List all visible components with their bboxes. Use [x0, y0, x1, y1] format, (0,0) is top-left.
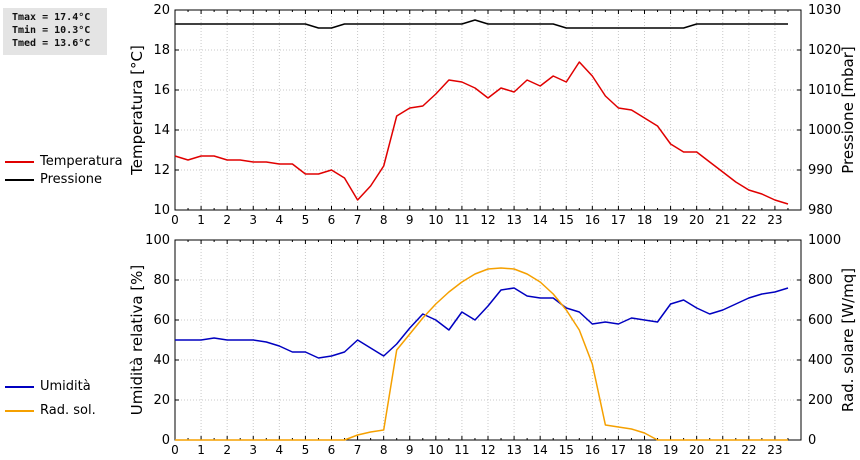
bottom-x-tick-label: 19	[663, 443, 678, 457]
stats-box: Tmax = 17.4°C Tmin = 10.3°C Tmed = 13.6°…	[3, 8, 107, 55]
bottom-y-tick-label: 0	[162, 433, 170, 448]
top-x-tick-label: 9	[406, 213, 414, 227]
top-y-tick-label: 12	[153, 163, 170, 178]
legend-label-pressure: Pressione	[40, 172, 103, 187]
bottom-x-tick-label: 23	[767, 443, 782, 457]
top-x-tick-label: 13	[506, 213, 521, 227]
top-y-tick-label: 20	[153, 3, 170, 18]
bottom-x-tick-label: 2	[223, 443, 231, 457]
top-y-axis-title: Temperatura [°C]	[128, 45, 146, 176]
bottom-x-tick-label: 15	[559, 443, 574, 457]
top-x-tick-label: 11	[454, 213, 469, 227]
bottom-x-tick-label: 14	[533, 443, 548, 457]
bottom-y2-tick-label: 400	[808, 353, 833, 368]
top-x-tick-label: 17	[611, 213, 626, 227]
bottom-x-tick-label: 8	[380, 443, 388, 457]
bottom-x-tick-label: 4	[276, 443, 284, 457]
bottom-x-tick-label: 11	[454, 443, 469, 457]
top-y2-tick-label: 980	[808, 203, 833, 218]
bottom-y-tick-label: 80	[153, 273, 170, 288]
top-x-tick-label: 20	[689, 213, 704, 227]
top-x-tick-label: 14	[533, 213, 548, 227]
top-series-pressione-line	[175, 19, 788, 29]
bottom-x-tick-label: 9	[406, 443, 414, 457]
top-x-tick-label: 2	[223, 213, 231, 227]
legend-swatch-radiation	[5, 410, 34, 412]
bottom-x-tick-label: 7	[354, 443, 362, 457]
bottom-y-tick-label: 100	[145, 233, 170, 248]
bottom-x-tick-label: 16	[585, 443, 600, 457]
top-x-tick-label: 8	[380, 213, 388, 227]
bottom-x-tick-label: 0	[171, 443, 179, 457]
top-x-tick-label: 4	[276, 213, 284, 227]
bottom-x-tick-label: 17	[611, 443, 626, 457]
top-y2-tick-label: 1000	[808, 123, 841, 138]
top-y-tick-label: 14	[153, 123, 170, 138]
bottom-y2-tick-label: 200	[808, 393, 833, 408]
top-x-tick-label: 3	[249, 213, 257, 227]
top-y2-tick-label: 1030	[808, 3, 841, 18]
top-x-tick-label: 21	[715, 213, 730, 227]
top-x-tick-label: 23	[767, 213, 782, 227]
legend-swatch-humidity	[5, 386, 34, 388]
top-x-tick-label: 18	[637, 213, 652, 227]
legend-swatch-pressure	[5, 179, 34, 181]
top-x-tick-label: 10	[428, 213, 443, 227]
tmax-label: Tmax = 17.4°C	[12, 12, 91, 23]
bottom-x-tick-label: 21	[715, 443, 730, 457]
bottom-x-tick-label: 20	[689, 443, 704, 457]
top-y2-axis-title: Pressione [mbar]	[839, 46, 857, 174]
top-x-tick-label: 22	[741, 213, 756, 227]
bottom-y2-tick-label: 1000	[808, 233, 841, 248]
top-y-tick-label: 10	[153, 203, 170, 218]
bottom-y-tick-label: 40	[153, 353, 170, 368]
bottom-y-axis-title: Umidità relativa [%]	[128, 265, 146, 416]
bottom-y2-axis-title: Rad. solare [W/mq]	[839, 268, 857, 412]
legend-label-radiation: Rad. sol.	[40, 403, 96, 418]
bottom-y-tick-label: 60	[153, 313, 170, 328]
top-x-tick-label: 6	[328, 213, 336, 227]
top-x-tick-label: 19	[663, 213, 678, 227]
top-x-tick-label: 0	[171, 213, 179, 227]
bottom-x-tick-label: 1	[197, 443, 205, 457]
bottom-y2-tick-label: 0	[808, 433, 816, 448]
bottom-y2-tick-label: 600	[808, 313, 833, 328]
top-x-tick-label: 16	[585, 213, 600, 227]
bottom-x-tick-label: 22	[741, 443, 756, 457]
top-y-tick-label: 16	[153, 83, 170, 98]
tmin-label: Tmin = 10.3°C	[12, 25, 91, 36]
bottom-y-tick-label: 20	[153, 393, 170, 408]
top-y2-tick-label: 1010	[808, 83, 841, 98]
bottom-x-tick-label: 18	[637, 443, 652, 457]
top-x-tick-label: 7	[354, 213, 362, 227]
top-y2-tick-label: 990	[808, 163, 833, 178]
tmed-label: Tmed = 13.6°C	[12, 38, 91, 49]
top-y2-tick-label: 1020	[808, 43, 841, 58]
bottom-series-rad-sol-line	[175, 267, 788, 441]
bottom-x-tick-label: 5	[302, 443, 310, 457]
top-series-temperatura-line	[174, 61, 789, 205]
top-x-tick-label: 15	[559, 213, 574, 227]
bottom-x-tick-label: 3	[249, 443, 257, 457]
bottom-y2-tick-label: 800	[808, 273, 833, 288]
legend-label-humidity: Umidità	[40, 379, 91, 394]
bottom-series-umidit-line	[175, 287, 789, 359]
top-x-tick-label: 12	[480, 213, 495, 227]
top-x-tick-label: 5	[302, 213, 310, 227]
bottom-x-tick-label: 13	[506, 443, 521, 457]
top-y-tick-label: 18	[153, 43, 170, 58]
legend-label-temperature: Temperatura	[40, 154, 123, 169]
bottom-x-tick-label: 6	[328, 443, 336, 457]
bottom-x-tick-label: 12	[480, 443, 495, 457]
bottom-x-tick-label: 10	[428, 443, 443, 457]
top-x-tick-label: 1	[197, 213, 205, 227]
legend-swatch-temperature	[5, 161, 34, 163]
